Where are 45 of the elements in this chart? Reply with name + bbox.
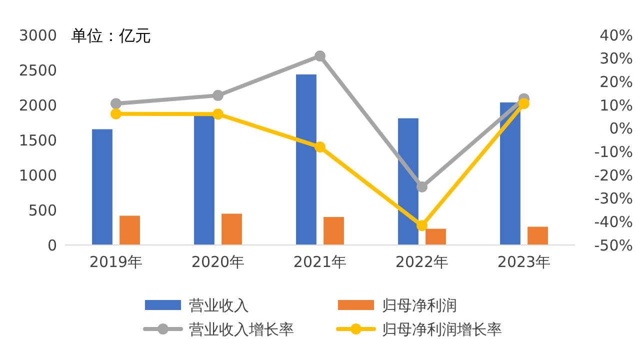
point: [212, 90, 224, 101]
legend-label: 营业收入: [189, 296, 249, 314]
x-tick-label: 2021年: [293, 253, 347, 271]
bar: [120, 216, 140, 245]
y2-tick-label: -20%: [594, 166, 633, 184]
y2-tick-label: 10%: [600, 96, 633, 114]
y2-tick-label: -50%: [594, 236, 633, 254]
y2-tick-label: 0%: [609, 120, 633, 138]
annotation: 单位：亿元: [71, 26, 151, 45]
y2-tick-label: 40%: [600, 26, 633, 44]
point: [518, 98, 530, 110]
bar: [398, 118, 418, 245]
y2-tick-label: 30%: [600, 50, 633, 68]
bar: [500, 102, 520, 245]
y-tick-label: 1500: [18, 131, 57, 150]
x-tick-label: 2023年: [497, 253, 551, 271]
y2-tick-label: -10%: [594, 142, 633, 161]
point: [416, 181, 428, 192]
point: [314, 142, 326, 152]
y2-tick-label: 20%: [600, 72, 633, 91]
point: [314, 50, 326, 62]
bar: [222, 214, 242, 245]
y-tick-label: 3000: [18, 26, 57, 44]
point: [110, 98, 122, 110]
y2-tick-label: -40%: [594, 212, 633, 231]
x-tick-label: 2019年: [89, 253, 143, 271]
bar: [426, 228, 446, 245]
y-tick-label: 1000: [18, 166, 57, 184]
x-tick-label: 2020年: [191, 253, 245, 271]
bar: [92, 129, 112, 245]
bar: [528, 226, 548, 245]
y-tick-label: 0: [47, 236, 57, 254]
point: [212, 108, 224, 120]
y2-tick-label: -30%: [594, 190, 633, 208]
y-tick-label: 2000: [18, 96, 57, 114]
legend-label: 归母净利润: [382, 296, 457, 314]
legend-label: 营业收入增长率: [189, 320, 294, 338]
y-tick-label: 2500: [18, 61, 57, 80]
point: [110, 108, 122, 120]
bar: [324, 217, 344, 245]
y-tick-label: 500: [28, 201, 57, 220]
x-tick-label: 2022年: [395, 253, 449, 271]
legend-label: 归母净利润增长率: [382, 320, 502, 338]
bar: [296, 74, 316, 245]
point: [416, 220, 428, 232]
